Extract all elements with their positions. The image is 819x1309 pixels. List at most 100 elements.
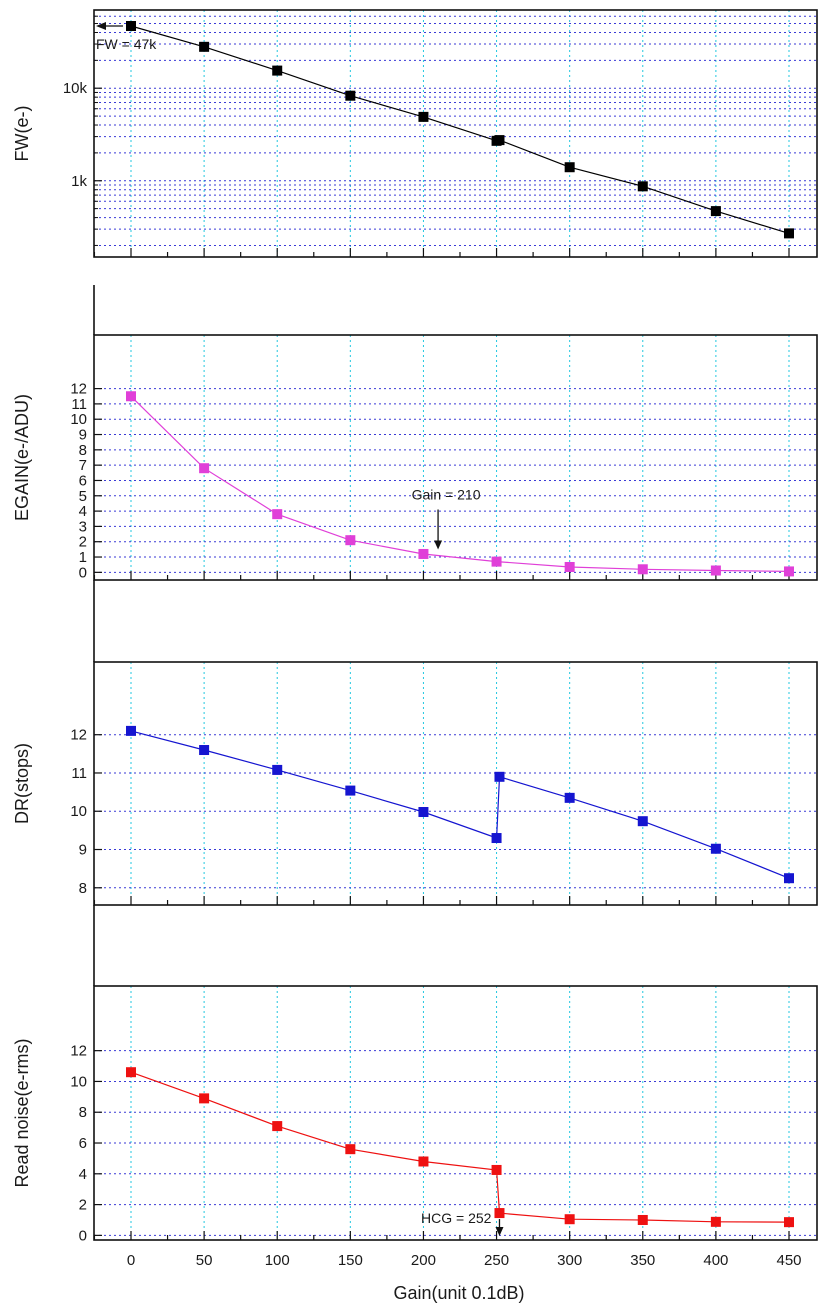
data-point bbox=[272, 509, 283, 520]
y-tick-label: 11 bbox=[71, 396, 87, 413]
y-tick-label: 1 bbox=[79, 549, 87, 566]
data-point bbox=[494, 771, 505, 782]
data-point bbox=[345, 785, 356, 796]
y-tick-label: 12 bbox=[70, 1043, 87, 1060]
data-point bbox=[564, 792, 575, 803]
data-point bbox=[564, 561, 575, 572]
y-tick-label: 4 bbox=[79, 1166, 87, 1183]
panel-4: 0 2 4 6 8 10 12 Read noise(e-rms) HCG = 252 bbox=[12, 905, 818, 1244]
y-tick-label: 8 bbox=[79, 880, 87, 897]
data-point bbox=[418, 1156, 429, 1167]
y-tick-label: 7 bbox=[79, 457, 87, 474]
annotation-label: FW = 47k bbox=[96, 36, 157, 52]
data-point bbox=[784, 566, 794, 577]
y-tick-label: 10 bbox=[70, 411, 87, 428]
plot-frame bbox=[93, 334, 818, 581]
annotation-label: Gain = 210 bbox=[412, 487, 481, 503]
data-point bbox=[345, 90, 356, 101]
y-tick-label: 11 bbox=[71, 765, 87, 782]
y-tick-label: 9 bbox=[79, 427, 87, 444]
data-point bbox=[126, 21, 136, 32]
y-tick-label: 0 bbox=[79, 564, 87, 581]
data-point bbox=[199, 1093, 210, 1104]
data-point bbox=[418, 807, 429, 818]
y-tick-label: 9 bbox=[79, 842, 87, 859]
data-point bbox=[126, 391, 136, 402]
y-axis-label: FW(e-) bbox=[12, 106, 32, 162]
data-point bbox=[637, 1214, 648, 1225]
y-axis-label: Read noise(e-rms) bbox=[12, 1038, 32, 1187]
data-point bbox=[199, 41, 210, 52]
y-tick-label: 2 bbox=[79, 1197, 87, 1214]
data-point bbox=[637, 564, 648, 575]
annotation-arrowhead bbox=[434, 540, 443, 550]
x-tick-label: 150 bbox=[338, 1252, 363, 1269]
data-point bbox=[199, 463, 210, 474]
x-axis-label: Gain(unit 0.1dB) bbox=[393, 1283, 524, 1303]
data-point bbox=[491, 1164, 502, 1175]
y-axis-label: EGAIN(e-/ADU) bbox=[12, 394, 32, 521]
y-tick-label: 4 bbox=[79, 503, 87, 520]
data-point bbox=[199, 745, 210, 756]
plot-frame bbox=[93, 985, 818, 1241]
data-point bbox=[491, 556, 502, 567]
y-axis-label: DR(stops) bbox=[12, 743, 32, 824]
data-point bbox=[345, 1144, 356, 1155]
data-point bbox=[418, 111, 429, 122]
data-point bbox=[272, 65, 283, 76]
data-point bbox=[345, 535, 356, 546]
y-tick-label: 12 bbox=[70, 381, 87, 398]
data-point bbox=[710, 206, 721, 217]
x-tick-label: 250 bbox=[484, 1252, 509, 1269]
x-tick-label: 300 bbox=[557, 1252, 582, 1269]
plot-frame bbox=[93, 9, 818, 258]
x-tick-label: 100 bbox=[265, 1252, 290, 1269]
series-line bbox=[130, 395, 790, 572]
y-tick-label: 12 bbox=[70, 727, 87, 744]
data-point bbox=[710, 1216, 721, 1227]
y-tick-label: 1k bbox=[71, 173, 87, 190]
data-point bbox=[418, 548, 429, 559]
panel-3: 8 9 10 11 12 DR(stops) bbox=[12, 580, 818, 906]
y-tick-label: 10k bbox=[63, 80, 88, 97]
plot-frame bbox=[93, 661, 818, 906]
data-point bbox=[126, 725, 136, 736]
data-point bbox=[784, 228, 794, 239]
data-point bbox=[272, 1121, 283, 1132]
x-tick-label: 400 bbox=[703, 1252, 728, 1269]
data-point bbox=[784, 1217, 794, 1228]
data-point bbox=[126, 1067, 136, 1078]
y-tick-label: 8 bbox=[79, 1104, 87, 1121]
data-point bbox=[710, 565, 721, 576]
x-tick-label: 0 bbox=[127, 1252, 135, 1269]
y-tick-label: 10 bbox=[70, 803, 87, 820]
x-tick-label: 50 bbox=[196, 1252, 213, 1269]
y-tick-label: 6 bbox=[79, 1135, 87, 1152]
panel-1: 1k 10k FW(e-) FW = 47k bbox=[12, 9, 818, 258]
y-tick-label: 5 bbox=[79, 488, 87, 505]
annotation-arrowhead bbox=[96, 22, 106, 31]
data-point bbox=[272, 764, 283, 775]
y-tick-label: 3 bbox=[79, 518, 87, 535]
data-point bbox=[710, 843, 721, 854]
data-point bbox=[491, 833, 502, 844]
data-point bbox=[784, 873, 794, 884]
data-point bbox=[637, 181, 648, 192]
data-point bbox=[494, 135, 505, 146]
annotation-label: HCG = 252 bbox=[421, 1210, 492, 1226]
annotation-arrowhead bbox=[495, 1227, 504, 1236]
y-tick-label: 8 bbox=[79, 442, 87, 459]
x-tick-label: 450 bbox=[776, 1252, 801, 1269]
y-tick-label: 0 bbox=[79, 1227, 87, 1244]
data-point bbox=[494, 1208, 505, 1219]
data-point bbox=[637, 816, 648, 827]
data-point bbox=[564, 162, 575, 173]
y-tick-label: 6 bbox=[79, 472, 87, 489]
data-point bbox=[564, 1214, 575, 1225]
x-tick-label: 350 bbox=[630, 1252, 655, 1269]
y-tick-label: 2 bbox=[79, 534, 87, 551]
